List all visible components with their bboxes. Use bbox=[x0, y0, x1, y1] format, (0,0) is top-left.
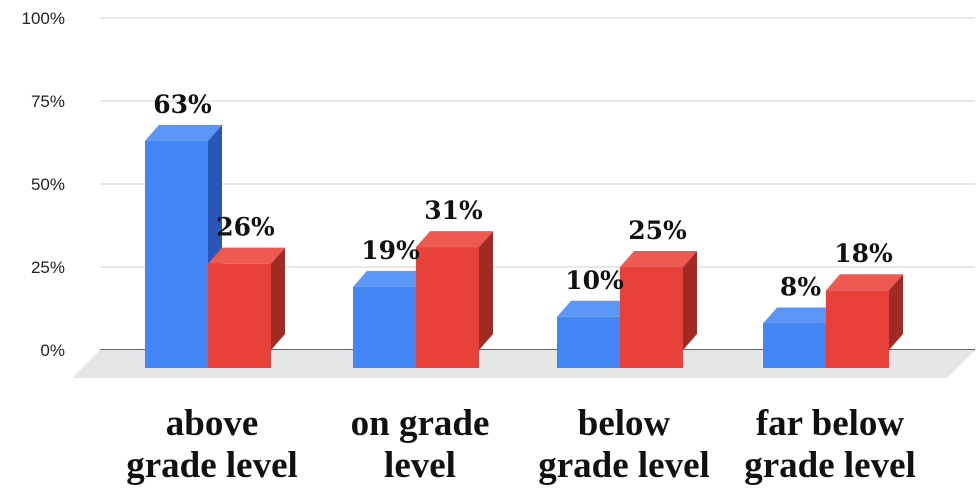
category-label: below grade level bbox=[538, 403, 710, 486]
bar-top bbox=[145, 124, 222, 141]
bar-top bbox=[826, 274, 903, 291]
bar-front bbox=[145, 140, 208, 368]
bar-front bbox=[826, 290, 889, 368]
category-label: far below grade level bbox=[744, 403, 916, 486]
bar-front bbox=[208, 263, 271, 368]
data-label: 63% bbox=[153, 90, 212, 119]
bar bbox=[208, 247, 285, 368]
bar-side bbox=[479, 231, 493, 350]
data-label: 26% bbox=[216, 213, 275, 242]
bar-top bbox=[353, 270, 430, 287]
bar-top bbox=[557, 300, 634, 317]
y-tick-label: 100% bbox=[22, 9, 65, 28]
y-tick-label: 50% bbox=[31, 175, 65, 194]
bar-top bbox=[208, 247, 285, 264]
category-labels: above grade level on grade level below grade … bbox=[126, 403, 916, 486]
category-label: above grade level bbox=[126, 403, 298, 486]
bar bbox=[416, 231, 493, 368]
bar bbox=[145, 124, 222, 368]
bar-top bbox=[416, 231, 493, 248]
bar-front bbox=[763, 323, 826, 368]
bar-top bbox=[620, 251, 697, 267]
chart-floor bbox=[72, 350, 975, 378]
bar bbox=[620, 251, 697, 368]
bar-front bbox=[416, 247, 479, 368]
data-label: 8% bbox=[780, 272, 821, 301]
data-label: 18% bbox=[834, 239, 893, 268]
y-tick-label: 25% bbox=[31, 258, 65, 277]
bar-front bbox=[557, 316, 620, 368]
y-axis-tick-labels: 0% 25% 50% 75% 100% bbox=[22, 9, 65, 360]
bar bbox=[826, 274, 903, 368]
data-label: 25% bbox=[628, 216, 687, 245]
bar-side bbox=[271, 247, 285, 350]
bar-side bbox=[683, 251, 697, 350]
category-label: on grade level bbox=[351, 403, 490, 486]
floor-plane bbox=[72, 350, 975, 378]
y-tick-label: 75% bbox=[31, 92, 65, 111]
y-tick-label: 0% bbox=[40, 341, 65, 360]
data-label: 19% bbox=[361, 236, 420, 265]
bar-top bbox=[763, 307, 840, 324]
bar-side bbox=[889, 274, 903, 350]
bars bbox=[145, 124, 903, 368]
data-label: 31% bbox=[424, 196, 483, 225]
data-labels: 63% 19% 10% 8% 26% 31% 25% 18% bbox=[153, 90, 893, 302]
bar-front bbox=[620, 267, 683, 368]
data-label: 10% bbox=[565, 266, 624, 295]
bar-front bbox=[353, 286, 416, 368]
